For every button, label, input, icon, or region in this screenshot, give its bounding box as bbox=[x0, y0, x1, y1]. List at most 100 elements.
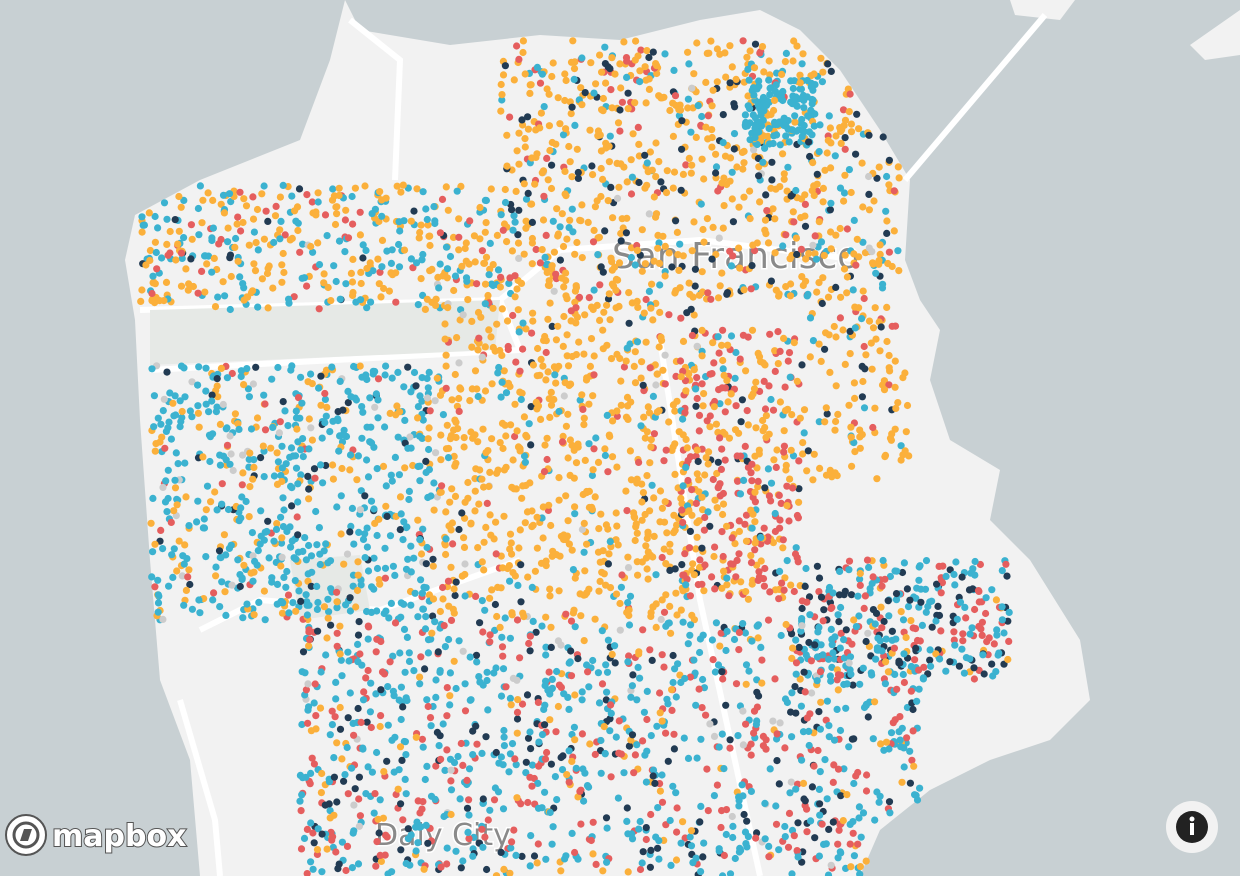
dot bbox=[855, 814, 863, 822]
dot bbox=[361, 530, 369, 538]
dot bbox=[580, 548, 588, 556]
dot bbox=[558, 210, 566, 218]
dot bbox=[978, 631, 986, 640]
dot bbox=[497, 80, 505, 89]
dot bbox=[657, 178, 665, 186]
dot bbox=[443, 684, 451, 692]
dot bbox=[307, 819, 315, 827]
dot bbox=[435, 742, 443, 750]
dot bbox=[428, 265, 436, 273]
dot bbox=[867, 669, 875, 677]
dot bbox=[658, 651, 666, 659]
dot bbox=[265, 262, 273, 270]
dot bbox=[613, 194, 622, 202]
dot bbox=[743, 407, 751, 415]
dot bbox=[547, 623, 555, 631]
dot bbox=[349, 829, 357, 837]
dot bbox=[715, 845, 723, 853]
dot bbox=[792, 234, 801, 242]
dot bbox=[444, 577, 453, 585]
dot bbox=[670, 168, 679, 176]
dot bbox=[150, 392, 158, 400]
dot bbox=[552, 270, 560, 278]
dot bbox=[348, 504, 356, 512]
dot bbox=[710, 552, 718, 561]
dot bbox=[792, 636, 800, 644]
dot bbox=[471, 367, 480, 375]
dot bbox=[847, 670, 855, 678]
dot bbox=[449, 540, 457, 548]
dot bbox=[800, 429, 808, 437]
dot bbox=[238, 481, 246, 489]
dot bbox=[151, 540, 159, 548]
dot bbox=[151, 238, 159, 246]
dot bbox=[338, 755, 346, 763]
dot bbox=[488, 380, 496, 388]
dot bbox=[753, 464, 761, 472]
dot bbox=[635, 458, 643, 466]
dot bbox=[697, 735, 705, 743]
dot bbox=[493, 320, 501, 328]
dot bbox=[839, 326, 847, 334]
dot bbox=[513, 285, 521, 293]
dot bbox=[788, 870, 796, 876]
dot bbox=[363, 304, 371, 312]
dot bbox=[260, 235, 268, 243]
dot bbox=[747, 787, 756, 796]
dot bbox=[573, 145, 581, 153]
dot bbox=[397, 599, 405, 607]
info-button[interactable] bbox=[1166, 801, 1218, 853]
dot bbox=[323, 232, 331, 240]
dot bbox=[461, 592, 469, 600]
dot bbox=[305, 495, 313, 503]
dot bbox=[497, 211, 505, 219]
dot bbox=[953, 615, 961, 623]
dot bbox=[586, 362, 595, 370]
dot bbox=[772, 820, 781, 828]
dot bbox=[598, 627, 606, 635]
dot bbox=[227, 198, 235, 206]
dot bbox=[169, 573, 177, 582]
dot bbox=[567, 672, 576, 680]
dot bbox=[299, 240, 307, 248]
dot bbox=[646, 646, 654, 654]
dot bbox=[662, 189, 671, 197]
dot bbox=[846, 840, 854, 848]
dot bbox=[649, 603, 657, 611]
dot bbox=[465, 765, 474, 773]
dot bbox=[822, 404, 830, 412]
dot bbox=[754, 101, 762, 109]
dot bbox=[720, 765, 728, 773]
dot bbox=[356, 362, 364, 370]
dot bbox=[596, 316, 604, 324]
dot bbox=[271, 212, 280, 220]
dot bbox=[451, 272, 460, 280]
dot bbox=[742, 680, 750, 688]
dot bbox=[396, 493, 405, 501]
dot bbox=[617, 377, 625, 385]
dot bbox=[432, 676, 440, 684]
dot bbox=[591, 203, 600, 211]
dot bbox=[446, 252, 455, 261]
dot bbox=[652, 381, 660, 389]
dot bbox=[982, 594, 990, 602]
dot bbox=[430, 203, 438, 211]
dot bbox=[638, 480, 646, 488]
dot bbox=[422, 613, 430, 621]
dot bbox=[646, 863, 655, 871]
dot bbox=[590, 89, 598, 97]
dot bbox=[877, 740, 885, 748]
dot bbox=[321, 389, 329, 398]
dot bbox=[496, 623, 504, 632]
dot bbox=[698, 268, 706, 276]
dot bbox=[443, 421, 451, 429]
dot bbox=[496, 439, 504, 447]
dot bbox=[658, 553, 666, 562]
dot bbox=[418, 589, 426, 597]
dot bbox=[278, 609, 287, 617]
dot bbox=[502, 389, 511, 397]
dot bbox=[801, 200, 810, 208]
dot bbox=[961, 603, 969, 612]
dot bbox=[718, 668, 726, 676]
dot bbox=[585, 294, 593, 302]
